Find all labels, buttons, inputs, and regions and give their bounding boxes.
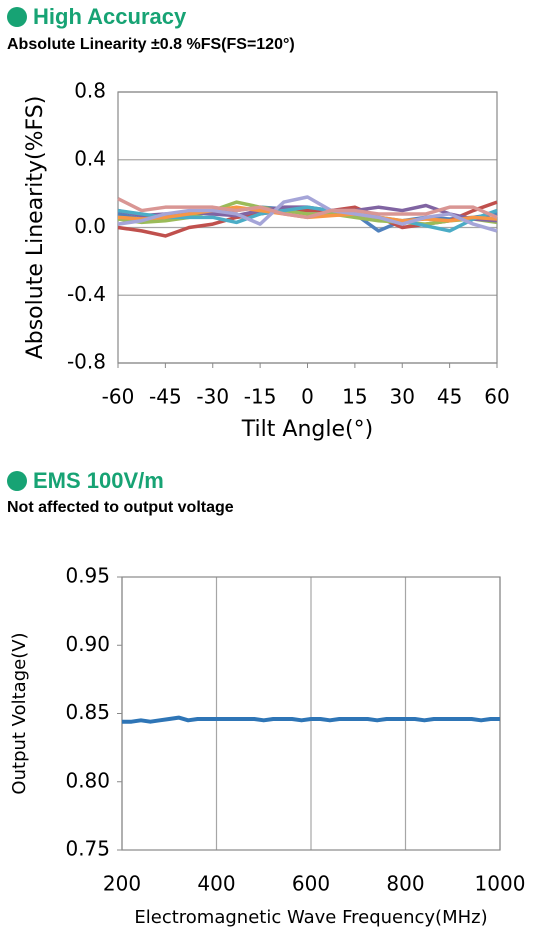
y-tick-label: 0.95: [65, 564, 110, 588]
y-tick-label: 0.75: [65, 837, 110, 861]
x-tick-label: 45: [437, 385, 462, 409]
x-axis-label: Electromagnetic Wave Frequency(MHz): [134, 907, 487, 928]
heading-dot: [7, 471, 27, 491]
x-tick-label: -45: [149, 385, 182, 409]
y-tick-label: -0.8: [67, 350, 106, 374]
data-line: [117, 205, 498, 233]
y-tick-label: 0.0: [74, 214, 106, 238]
y-axis-label: Absolute Linearity(%FS): [23, 96, 48, 360]
y-tick-label: 0.4: [74, 146, 106, 170]
y-tick-label: 0.80: [65, 768, 110, 792]
x-tick-label: 800: [386, 872, 424, 896]
plot-frame: [121, 576, 501, 851]
chart-title: EMS 100V/m: [33, 468, 164, 493]
x-tick-label: -15: [244, 385, 277, 409]
data-line: [122, 715, 500, 724]
y-tick-label: 0.8: [74, 79, 106, 103]
y-axis-label: Output Voltage(V): [9, 632, 30, 794]
y-tick-label: -0.4: [67, 282, 106, 306]
x-tick-label: 15: [342, 385, 367, 409]
y-tick-label: 0.85: [65, 700, 110, 724]
x-tick-label: 30: [390, 385, 415, 409]
x-tick-label: 400: [197, 872, 235, 896]
x-tick-label: 60: [484, 385, 509, 409]
x-tick-label: -30: [196, 385, 229, 409]
x-tick-label: 200: [103, 872, 141, 896]
data-line: [117, 195, 498, 233]
x-tick-label: -60: [102, 385, 135, 409]
x-axis-label: Tilt Angle(°): [241, 417, 373, 442]
heading-dot: [7, 7, 27, 27]
x-tick-label: 0: [301, 385, 314, 409]
chart-subtitle: Not affected to output voltage: [7, 499, 234, 516]
data-line: [117, 197, 498, 220]
x-tick-label: 600: [292, 872, 330, 896]
chart-title: High Accuracy: [33, 4, 187, 29]
chart-subtitle: Absolute Linearity ±0.8 %FS(FS=120°): [7, 36, 295, 53]
y-tick-label: 0.90: [65, 632, 110, 656]
x-tick-label: 1000: [475, 872, 526, 896]
